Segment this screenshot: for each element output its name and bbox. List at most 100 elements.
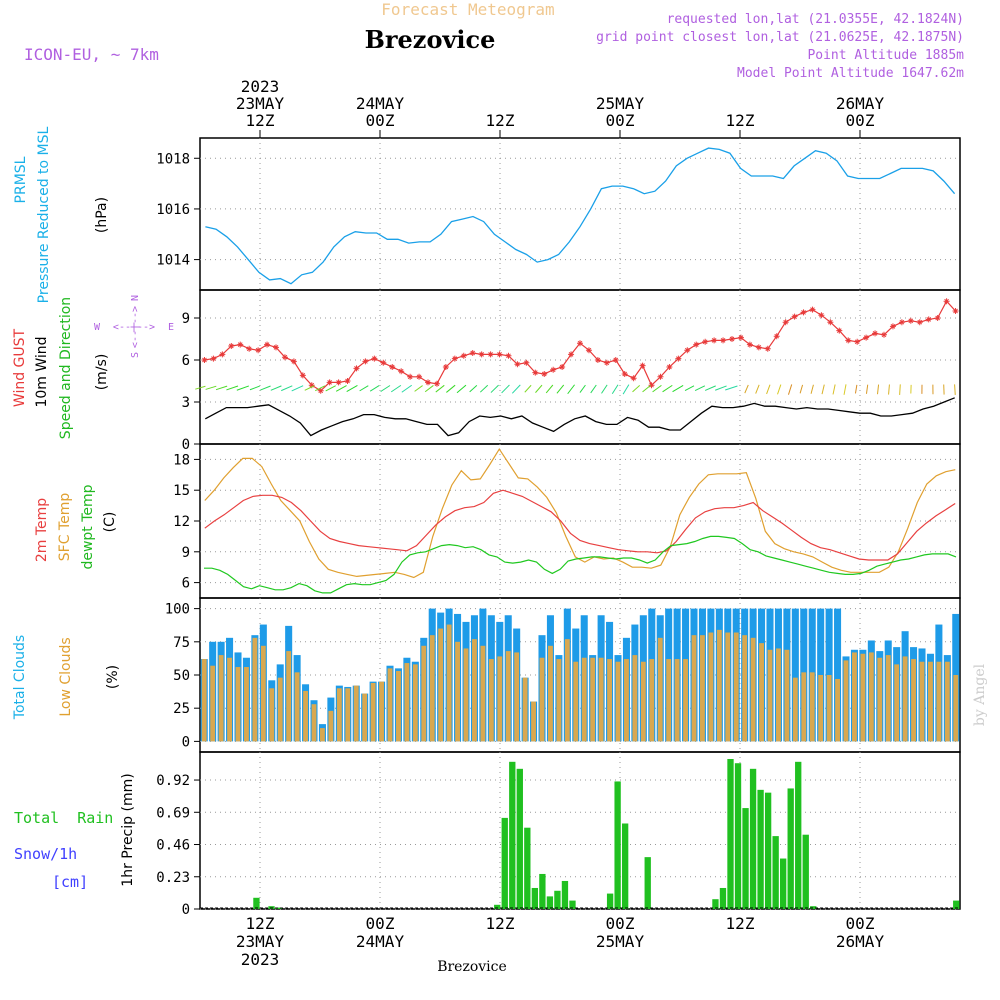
precip-bar (953, 900, 960, 909)
cloud-low-bar (252, 637, 258, 742)
wind-gust-marker (639, 362, 646, 369)
compass-n: N (130, 295, 141, 301)
cloud-low-bar (227, 657, 232, 742)
wind-gust-marker (845, 337, 852, 344)
cloud-low-bar (944, 661, 950, 742)
temp-sfc-label: SFC Temp (57, 493, 73, 562)
wind-gust-marker (228, 343, 235, 349)
wind-gust-marker (559, 364, 566, 370)
wind-panel: 0 3 6 9 (182, 289, 961, 453)
top-axis-label: 12Z (726, 111, 755, 130)
wind-ytick-label: 3 (182, 395, 190, 411)
cloud-total-label: Total Clouds (12, 635, 28, 720)
wind-gust-marker (487, 351, 494, 358)
snow-label: Snow/1h (14, 845, 77, 863)
wind-gust-marker (290, 358, 297, 365)
cloud-low-bar (573, 661, 579, 742)
top-axis-label: 23MAY (236, 94, 285, 113)
temp-dew-label: dewpt Temp (80, 484, 96, 569)
top-axis-label: 00Z (846, 111, 875, 130)
temp-unit: (C) (102, 512, 118, 533)
wind-direction-arrow (260, 385, 271, 391)
cloud-low-bar (640, 661, 646, 742)
wind-gust-marker (433, 380, 440, 387)
cloud-low-bar (624, 659, 629, 742)
wind-direction-arrow (390, 384, 402, 393)
bottom-axis-label: 00Z (606, 914, 635, 933)
gridpoint-coords: grid point closest lon,lat (21.0625E, 42… (596, 30, 964, 45)
top-axis-label: 2023 (241, 77, 280, 96)
precip-bar (494, 904, 501, 909)
top-axis-label: 24MAY (356, 94, 405, 113)
cloud-low-bar (548, 645, 553, 742)
wind-gust-marker (666, 364, 673, 370)
wind-gust-marker (881, 331, 887, 338)
wind-direction-arrow (810, 384, 814, 394)
wind-gust-marker (925, 316, 932, 323)
wind-gust-marker (326, 379, 333, 386)
wind-gust-marker (389, 364, 396, 370)
wind-gust-marker (299, 372, 306, 379)
precip-bar (757, 789, 764, 909)
cloud-low-bar (336, 688, 342, 742)
precip-bar (810, 906, 817, 909)
precip-bar (546, 896, 554, 909)
precip-bar (569, 900, 576, 909)
compass-rose: N <--|--> S W <--|--> E (94, 295, 174, 358)
cloud-low-bar (522, 677, 528, 742)
wind-direction-arrow (469, 385, 478, 393)
wind-direction-arrow (704, 385, 716, 391)
wind-direction-arrow (424, 385, 434, 393)
cloud-low-bar (286, 651, 292, 742)
cloud-low-bar (776, 648, 781, 742)
precip-bar (787, 788, 794, 909)
wind-frame (199, 289, 961, 445)
wind-gust-marker (210, 355, 217, 362)
cloud-low-bar (260, 645, 266, 742)
location-title: Brezovice (365, 25, 496, 54)
compass-mid-vert: <--|--> (130, 306, 141, 348)
wind-gust-marker (442, 364, 449, 370)
precip-ytick-label: 0.46 (156, 838, 190, 854)
wind-direction-arrow (435, 384, 445, 393)
wind-direction-arrow (369, 385, 380, 392)
wind-direction-arrow (854, 384, 858, 394)
top-axis-label: 25MAY (596, 94, 645, 113)
wind-10m-label: 10m Wind (34, 336, 50, 407)
wind-direction-arrow (821, 384, 825, 395)
cloud-low-bar (649, 659, 655, 742)
wind-gust-marker (630, 375, 637, 382)
wind-gust-marker (255, 347, 262, 354)
cloud-low-bar (750, 637, 756, 742)
wind-gust-marker (362, 358, 369, 365)
rain-label: Total Rain (14, 809, 113, 827)
cloud-low-bar (362, 693, 368, 742)
wind-gust-marker (585, 347, 592, 354)
cloud-low-bar (429, 635, 435, 742)
cloud-low-bar (396, 671, 401, 742)
pressure-panel: 1014 1016 1018 (156, 137, 961, 291)
wind-direction-arrow (888, 384, 890, 395)
wind-direction-arrow (694, 385, 706, 391)
precip-bar (539, 873, 546, 909)
cloud-low-bar (632, 655, 638, 742)
cloud-low-bar (657, 637, 663, 742)
cloud-low-bar (556, 659, 562, 742)
wind-gust-marker (621, 371, 628, 377)
cloud-low-bar (860, 653, 866, 742)
wind-direction-arrow (799, 384, 804, 394)
model-altitude: Model Point Altitude 1647.62m (737, 66, 964, 81)
wind-gust-marker (469, 350, 476, 356)
clouds-ytick-label: 0 (182, 734, 190, 750)
cloud-unit: (%) (105, 665, 121, 689)
wind-gust-marker (764, 345, 771, 352)
precip-bar (509, 761, 516, 909)
wind-direction-arrow (744, 384, 749, 394)
wind-direction-arrow (281, 385, 293, 392)
cloud-low-bar (488, 659, 494, 742)
cloud-low-bar (598, 657, 604, 742)
precip-bar (644, 857, 651, 909)
cloud-low-bar (877, 657, 883, 742)
precip-bar (516, 768, 523, 909)
